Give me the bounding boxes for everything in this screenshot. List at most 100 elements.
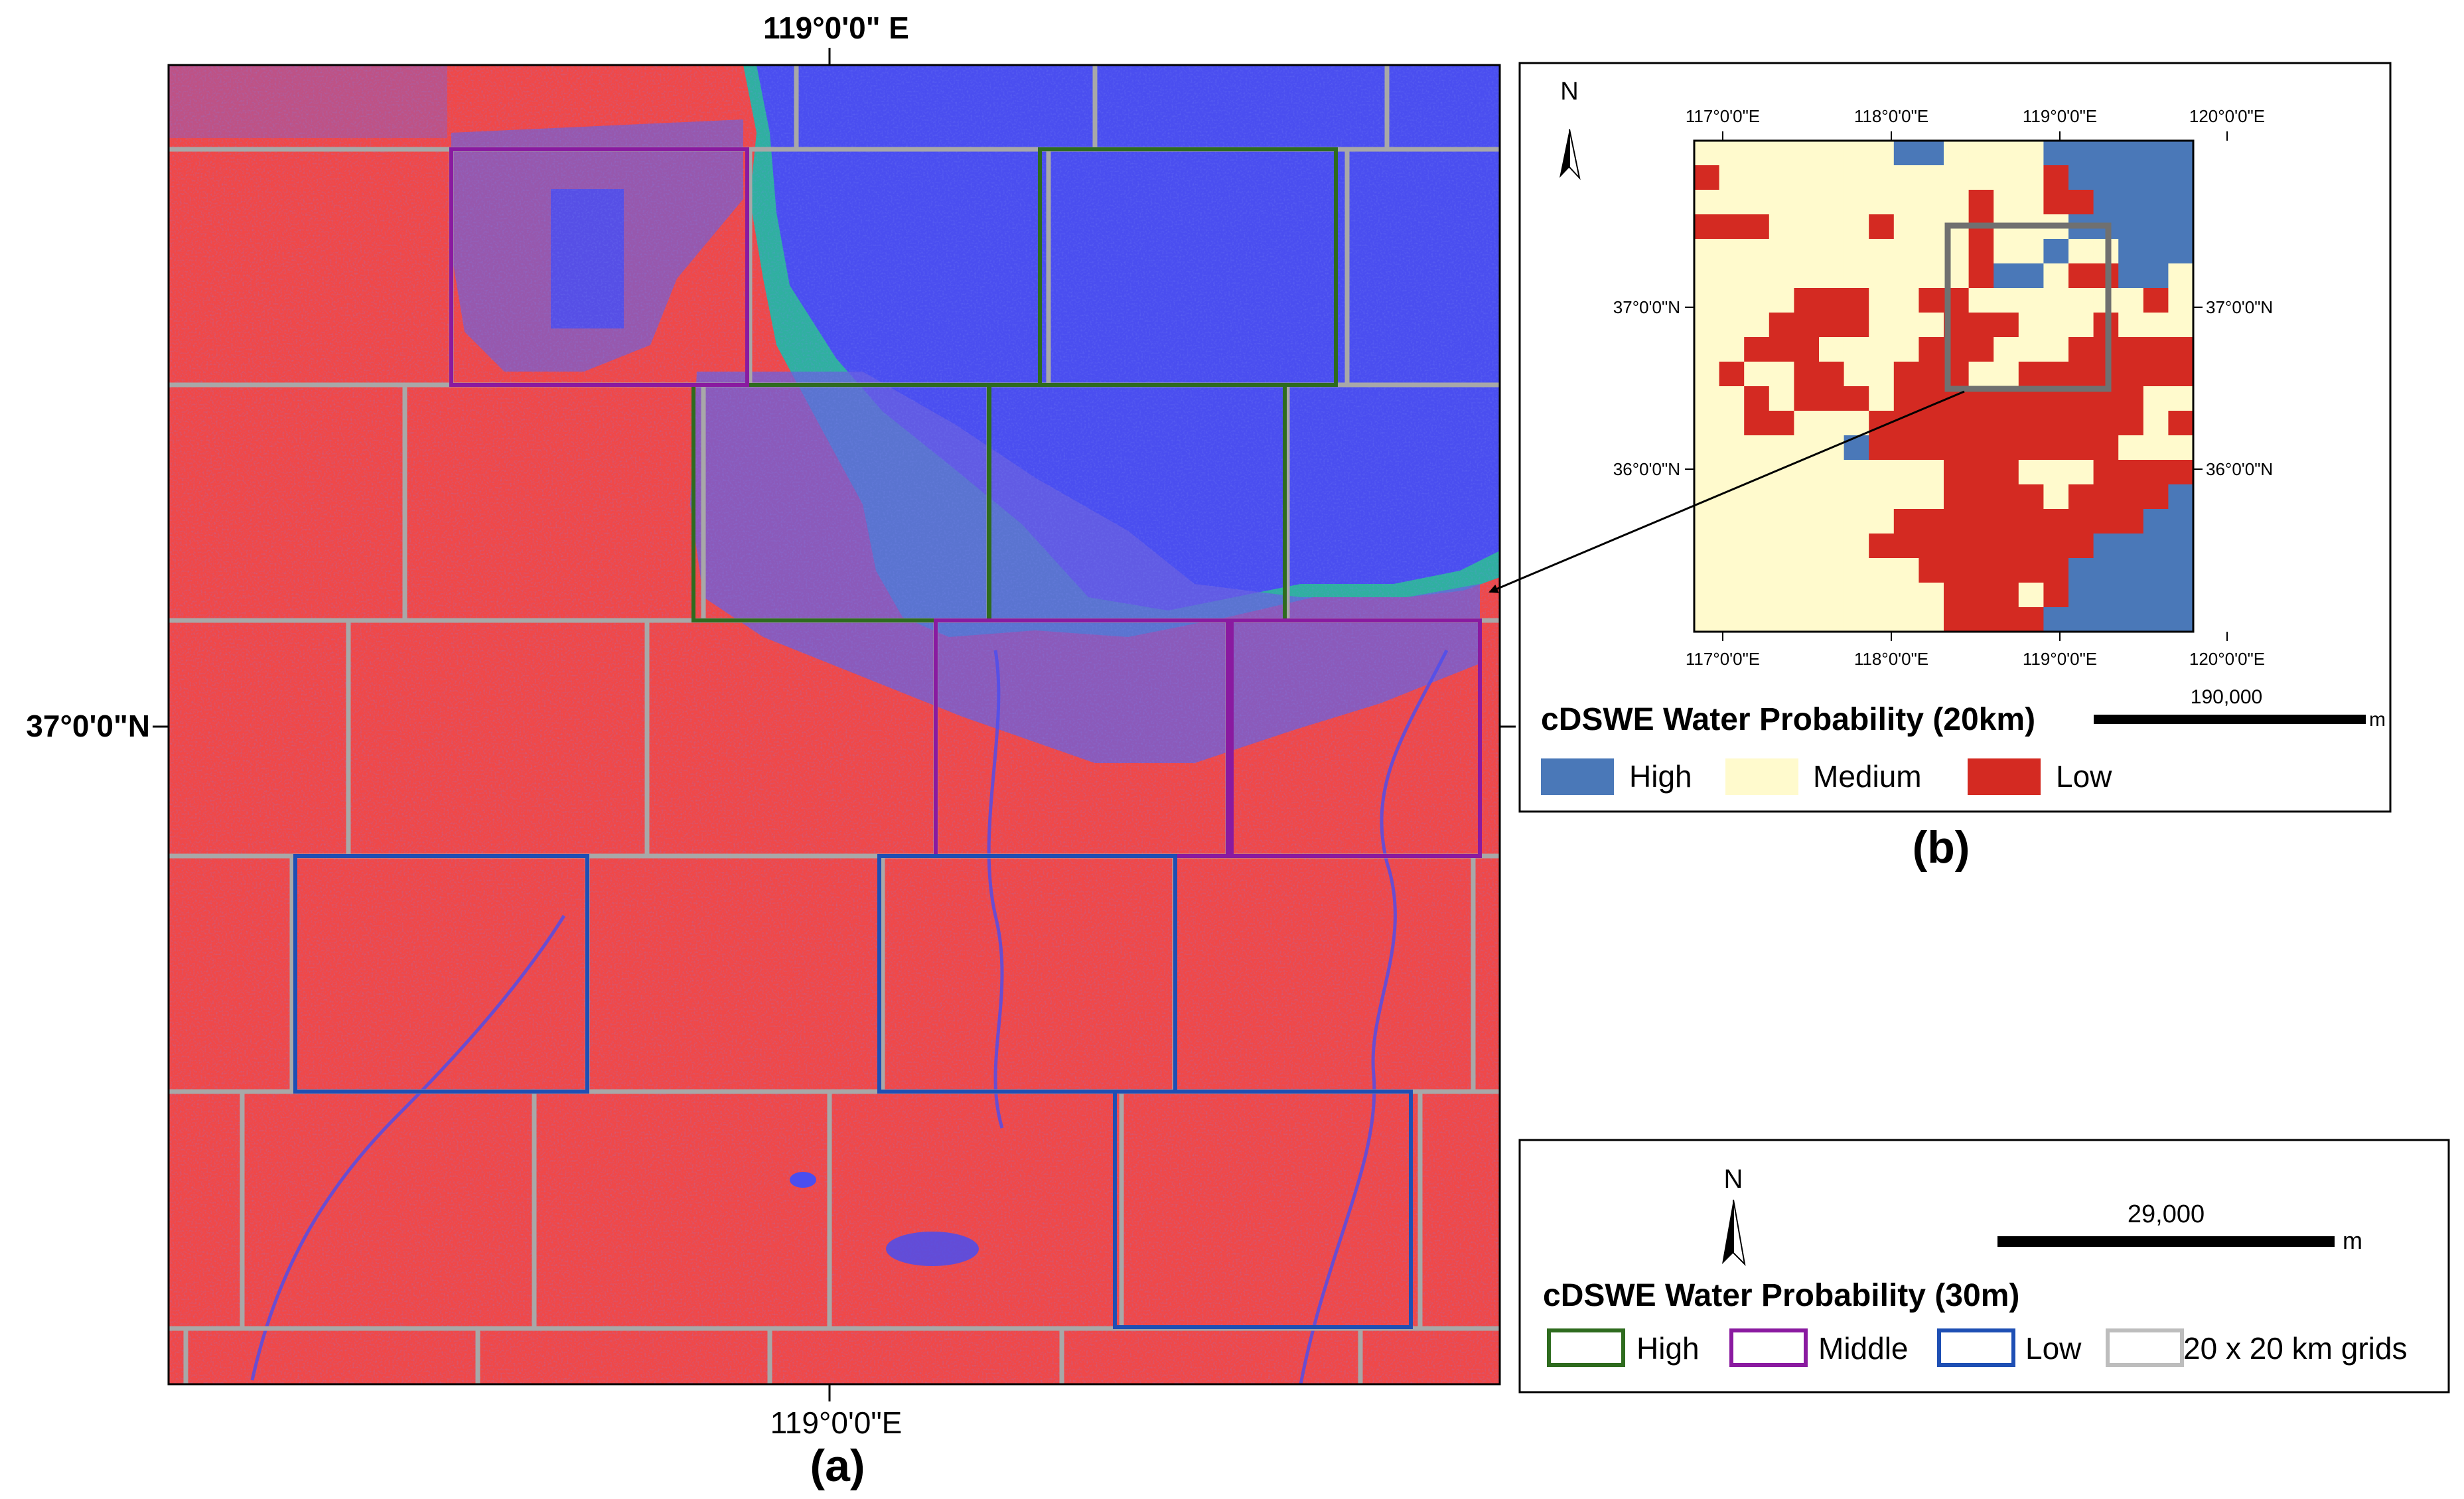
grid-cell	[1919, 214, 1944, 240]
grid-cell	[1719, 583, 1745, 608]
grid-cell	[2143, 263, 2169, 289]
grid-cell	[1794, 362, 1820, 387]
sample-box	[449, 147, 749, 387]
grid-cell	[1968, 534, 1994, 559]
legend-a: N 29,000 m cDSWE Water Probability (30m)…	[1518, 1139, 2450, 1393]
grid-cell	[1744, 386, 1770, 411]
grid-cell	[1794, 337, 1820, 362]
grid-cell	[1694, 263, 1720, 289]
grid-cell	[2168, 460, 2194, 485]
grid-cell	[1769, 411, 1794, 436]
grid-cell	[1993, 165, 2019, 190]
grid-cell	[1993, 239, 2019, 264]
scale-bar-a	[1997, 1236, 2335, 1247]
legend-label: High	[1629, 759, 1692, 794]
grid-cell	[1893, 263, 1919, 289]
grid-cell	[1744, 460, 1770, 485]
grid-cell	[2068, 411, 2094, 436]
grid-cell	[2043, 435, 2069, 461]
grid-cell	[2018, 534, 2044, 559]
grid-cell	[2068, 484, 2094, 510]
grid-cell	[1893, 583, 1919, 608]
grid-cell	[1968, 288, 1994, 313]
grid-cell	[1893, 460, 1919, 485]
grid-cell	[1819, 607, 1845, 632]
grid-cell	[2143, 411, 2169, 436]
grid-cell	[1919, 558, 1944, 583]
grid-cell	[2043, 607, 2069, 632]
grid-cell	[2043, 484, 2069, 510]
tick-label: 118°0'0"E	[1854, 106, 1928, 126]
grid-cell	[2018, 141, 2044, 166]
grid-cell	[1919, 165, 1944, 190]
grid-cell	[2168, 386, 2194, 411]
grid-cell	[2118, 190, 2144, 215]
grid-cell	[2018, 558, 2044, 583]
grid-cell	[1744, 435, 1770, 461]
grid-cell	[2018, 239, 2044, 264]
grid-cell	[1794, 313, 1820, 338]
grid-cell	[1819, 190, 1845, 215]
grid-cell	[1869, 141, 1895, 166]
grid-cell	[1794, 165, 1820, 190]
grid-cell	[1893, 386, 1919, 411]
grid-cell	[2168, 141, 2194, 166]
grid-cell	[2118, 386, 2144, 411]
grid-cell	[2168, 263, 2194, 289]
tick-label: 118°0'0"E	[1854, 649, 1928, 669]
legend-swatch	[2106, 1328, 2184, 1367]
grid-cell	[2118, 484, 2144, 510]
top-coordinate: 119°0'0" E	[763, 11, 909, 45]
grid-cell	[2043, 583, 2069, 608]
grid-cell	[2018, 263, 2044, 289]
grid-cell	[1819, 411, 1845, 436]
grid-cell	[1968, 239, 1994, 264]
grid-cell	[1819, 362, 1845, 387]
grid-cell	[1769, 288, 1794, 313]
grid-cell	[2043, 337, 2069, 362]
grid-cell	[2168, 313, 2194, 338]
grid-cell	[1893, 362, 1919, 387]
grid-cell	[1844, 509, 1869, 534]
tick-label: 37°0'0"N	[1613, 297, 1680, 317]
grid-cell	[2068, 607, 2094, 632]
grid-cell	[1944, 460, 1970, 485]
grid-cell	[1719, 337, 1745, 362]
grid-cell	[1794, 583, 1820, 608]
legend-label: Low	[2025, 1331, 2082, 1366]
grid-cell	[1744, 534, 1770, 559]
grid-cell	[1993, 141, 2019, 166]
grid-cell	[2018, 583, 2044, 608]
tick-label: 119°0'0"E	[2023, 649, 2097, 669]
north-label-b: N	[1560, 78, 1578, 106]
grid-cell	[1968, 313, 1994, 338]
grid-cell	[1744, 288, 1770, 313]
legend-label: Middle	[1818, 1331, 1909, 1366]
grid-cell	[2168, 435, 2194, 461]
grid-cell	[1893, 411, 1919, 436]
grid-cell	[2118, 141, 2144, 166]
grid-cell	[1794, 386, 1820, 411]
grid-cell	[1968, 484, 1994, 510]
legend-swatch	[1725, 758, 1798, 795]
grid-cell	[1869, 263, 1895, 289]
grid-cell	[1794, 214, 1820, 240]
grid-cell	[2093, 534, 2119, 559]
grid-cell	[1869, 288, 1895, 313]
grid-cell	[2168, 337, 2194, 362]
grid-cell	[2118, 263, 2144, 289]
grid-cell	[1869, 583, 1895, 608]
grid-cell	[1893, 141, 1919, 166]
legend-title-a: cDSWE Water Probability (30m)	[1543, 1278, 2019, 1313]
scale-bar-b	[2094, 715, 2366, 724]
grid-cell	[2168, 239, 2194, 264]
grid-cell	[2168, 509, 2194, 534]
grid-cell	[1869, 337, 1895, 362]
grid-cell	[2143, 214, 2169, 240]
grid-cell	[1694, 460, 1720, 485]
grid-cell	[2018, 313, 2044, 338]
grid-cell	[1719, 362, 1745, 387]
grid-cell	[1819, 263, 1845, 289]
grid-cell	[2118, 288, 2144, 313]
